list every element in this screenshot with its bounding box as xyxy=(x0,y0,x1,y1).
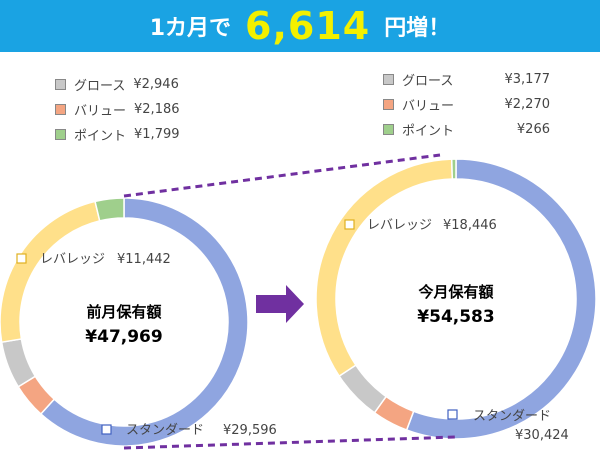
previous-month-title: 前月保有額 xyxy=(86,303,161,321)
slice-leverage xyxy=(0,200,101,344)
legend-item-growth: グロース ¥2,946 xyxy=(55,72,180,97)
value-swatch xyxy=(383,99,394,110)
slice-point xyxy=(94,197,125,222)
legend-name: バリュー xyxy=(402,99,455,114)
slice-standard xyxy=(39,197,249,447)
point-swatch xyxy=(383,124,394,135)
growth-swatch xyxy=(55,79,66,90)
legend-name: グロース xyxy=(74,79,126,94)
point-swatch xyxy=(55,129,66,140)
leverage-marker xyxy=(344,219,355,230)
connector-line-top xyxy=(123,153,441,198)
header-amount: 6,614 xyxy=(245,4,371,48)
standard-value: ¥30,424 xyxy=(515,428,569,443)
slice-point xyxy=(450,158,457,180)
header-suffix: 円増！ xyxy=(384,16,451,41)
value-swatch xyxy=(55,104,66,115)
legend-name: ポイント xyxy=(74,129,127,144)
legend-item-point: ポイント ¥266 xyxy=(383,117,550,142)
leverage-name: レバレッジ xyxy=(40,252,105,267)
legend-name: バリュー xyxy=(74,104,127,119)
standard-value: ¥29,596 xyxy=(223,423,277,438)
legend-item-value: バリュー ¥2,186 xyxy=(55,97,180,122)
header-banner: 1カ月で 6,614 円増！ xyxy=(0,0,600,52)
leverage-marker xyxy=(16,253,27,264)
legend-value: ¥2,186 xyxy=(134,102,180,117)
connector-line-bottom xyxy=(123,435,457,450)
comparison-arrow xyxy=(256,285,304,323)
leverage-value: ¥18,446 xyxy=(443,218,497,233)
legend-item-point: ポイント ¥1,799 xyxy=(55,122,180,147)
previous-month-total: ¥47,969 xyxy=(85,327,162,347)
standard-marker xyxy=(447,409,458,420)
legend-item-growth: グロース ¥3,177 xyxy=(383,67,550,92)
leverage-name: レバレッジ xyxy=(367,218,432,233)
standard-marker xyxy=(101,424,112,435)
leverage-value: ¥11,442 xyxy=(117,252,171,267)
slice-growth xyxy=(0,338,37,388)
legend-name: ポイント xyxy=(402,124,455,139)
legend-name: グロース xyxy=(402,74,454,89)
slice-leverage xyxy=(315,158,454,378)
legend-value: ¥3,177 xyxy=(504,72,551,87)
standard-name: スタンダード xyxy=(473,409,551,424)
legend-value: ¥2,270 xyxy=(504,97,551,112)
legend-item-value: バリュー ¥2,270 xyxy=(383,92,550,117)
growth-swatch xyxy=(383,74,394,85)
current-month-legend: グロース ¥3,177 バリュー ¥2,270 ポイント ¥266 xyxy=(383,67,550,142)
header-prefix: 1カ月で xyxy=(149,16,232,41)
previous-month-legend: グロース ¥2,946 バリュー ¥2,186 ポイント ¥1,799 xyxy=(55,72,180,147)
current-month-donut xyxy=(315,158,597,440)
previous-month-donut xyxy=(0,197,249,447)
legend-value: ¥266 xyxy=(516,122,550,137)
legend-value: ¥2,946 xyxy=(133,77,179,92)
legend-value: ¥1,799 xyxy=(134,127,180,142)
current-month-total: ¥54,583 xyxy=(417,307,494,327)
current-month-title: 今月保有額 xyxy=(417,283,493,301)
standard-name: スタンダード xyxy=(126,423,204,438)
